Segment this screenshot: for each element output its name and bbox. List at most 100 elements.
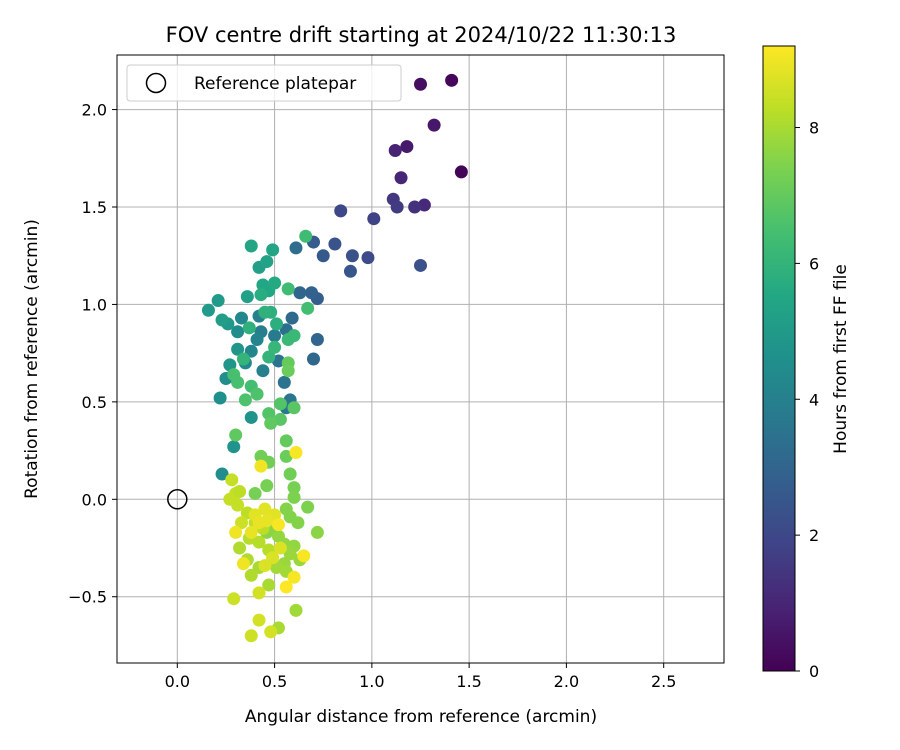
data-point (240, 290, 254, 304)
data-point (215, 467, 229, 481)
x-axis-ticks: 0.0 0.5 1.0 1.5 2.0 2.5 (165, 663, 676, 691)
data-point (250, 387, 264, 401)
reference-point-marker (167, 489, 188, 510)
data-point (268, 329, 282, 343)
data-point (238, 393, 252, 407)
data-point (266, 551, 280, 565)
data-points (201, 73, 468, 643)
data-point (201, 303, 215, 317)
x-tick-label: 1.0 (359, 672, 384, 691)
data-point (279, 449, 293, 463)
data-point (258, 305, 272, 319)
data-point (273, 541, 287, 555)
data-point (231, 325, 245, 339)
data-point (273, 412, 287, 426)
data-point (287, 481, 301, 495)
data-point (297, 549, 311, 563)
data-point (215, 313, 229, 327)
data-point (299, 229, 313, 243)
plot-frame (116, 54, 725, 664)
data-point (289, 603, 303, 617)
data-point (236, 557, 250, 571)
data-point (287, 329, 301, 343)
data-point (213, 391, 227, 405)
data-point (285, 311, 299, 325)
data-point (281, 364, 295, 378)
data-point (305, 286, 319, 300)
chart-title: FOV centre drift starting at 2024/10/22 … (166, 23, 677, 47)
data-point (262, 407, 276, 421)
y-tick-label: 2.0 (82, 101, 107, 120)
x-tick-label: 0.0 (165, 672, 190, 691)
data-point (244, 239, 258, 253)
data-point (287, 401, 301, 415)
data-point (277, 375, 291, 389)
data-point (244, 525, 258, 539)
data-point (334, 204, 348, 218)
colorbar-tick-label: 0 (809, 662, 819, 681)
data-point (310, 333, 324, 347)
data-point (445, 73, 459, 87)
data-point (236, 352, 250, 366)
x-tick-label: 2.0 (554, 672, 579, 691)
data-point (229, 525, 243, 539)
data-point (289, 446, 303, 460)
data-point (233, 485, 247, 499)
data-point (301, 301, 315, 315)
colorbar-ticks: 0 2 4 6 8 (795, 119, 819, 681)
data-point (390, 200, 404, 214)
data-point (289, 241, 303, 255)
data-point (264, 416, 278, 430)
data-point (310, 525, 324, 539)
data-point (242, 321, 256, 335)
x-tick-label: 0.5 (262, 672, 287, 691)
colorbar: 0 2 4 6 8 Hours from first FF file (762, 45, 851, 681)
data-point (279, 580, 293, 594)
data-point (427, 118, 441, 132)
data-point (281, 282, 295, 296)
data-point (248, 486, 262, 500)
data-point (250, 333, 264, 347)
data-point (316, 249, 330, 263)
data-point (260, 514, 274, 528)
data-point (270, 561, 284, 575)
data-point (252, 535, 266, 549)
data-point (414, 77, 427, 91)
data-point (328, 237, 342, 251)
data-point (414, 258, 427, 272)
x-tick-label: 1.5 (456, 672, 481, 691)
data-point (229, 428, 243, 442)
data-point (258, 502, 272, 516)
data-point (345, 249, 359, 263)
colorbar-label: Hours from first FF file (831, 264, 851, 454)
x-axis-label: Angular distance from reference (arcmin) (245, 707, 597, 727)
x-tick-label: 2.5 (651, 672, 676, 691)
data-point (306, 352, 320, 366)
data-point (271, 518, 285, 532)
data-point (287, 570, 301, 584)
data-point (223, 358, 237, 372)
data-point (283, 547, 297, 561)
y-axis-ticks: −0.5 0.0 0.5 1.0 1.5 2.0 (68, 101, 117, 607)
data-point (244, 629, 258, 643)
data-point (227, 592, 241, 606)
data-point (400, 140, 414, 154)
y-tick-label: 0.0 (82, 490, 107, 509)
data-point (225, 473, 239, 487)
colorbar-frame (762, 45, 796, 672)
data-point (227, 368, 241, 382)
legend-entry-label: Reference platepar (194, 74, 356, 94)
data-point (367, 212, 381, 226)
data-point (287, 490, 301, 504)
data-point (454, 165, 468, 179)
data-point (268, 340, 282, 354)
data-point (235, 311, 249, 325)
y-tick-label: 0.5 (82, 393, 107, 412)
data-point (293, 286, 307, 300)
data-point (279, 434, 293, 448)
data-point (252, 586, 266, 600)
data-point (244, 410, 258, 424)
data-point (252, 613, 266, 627)
